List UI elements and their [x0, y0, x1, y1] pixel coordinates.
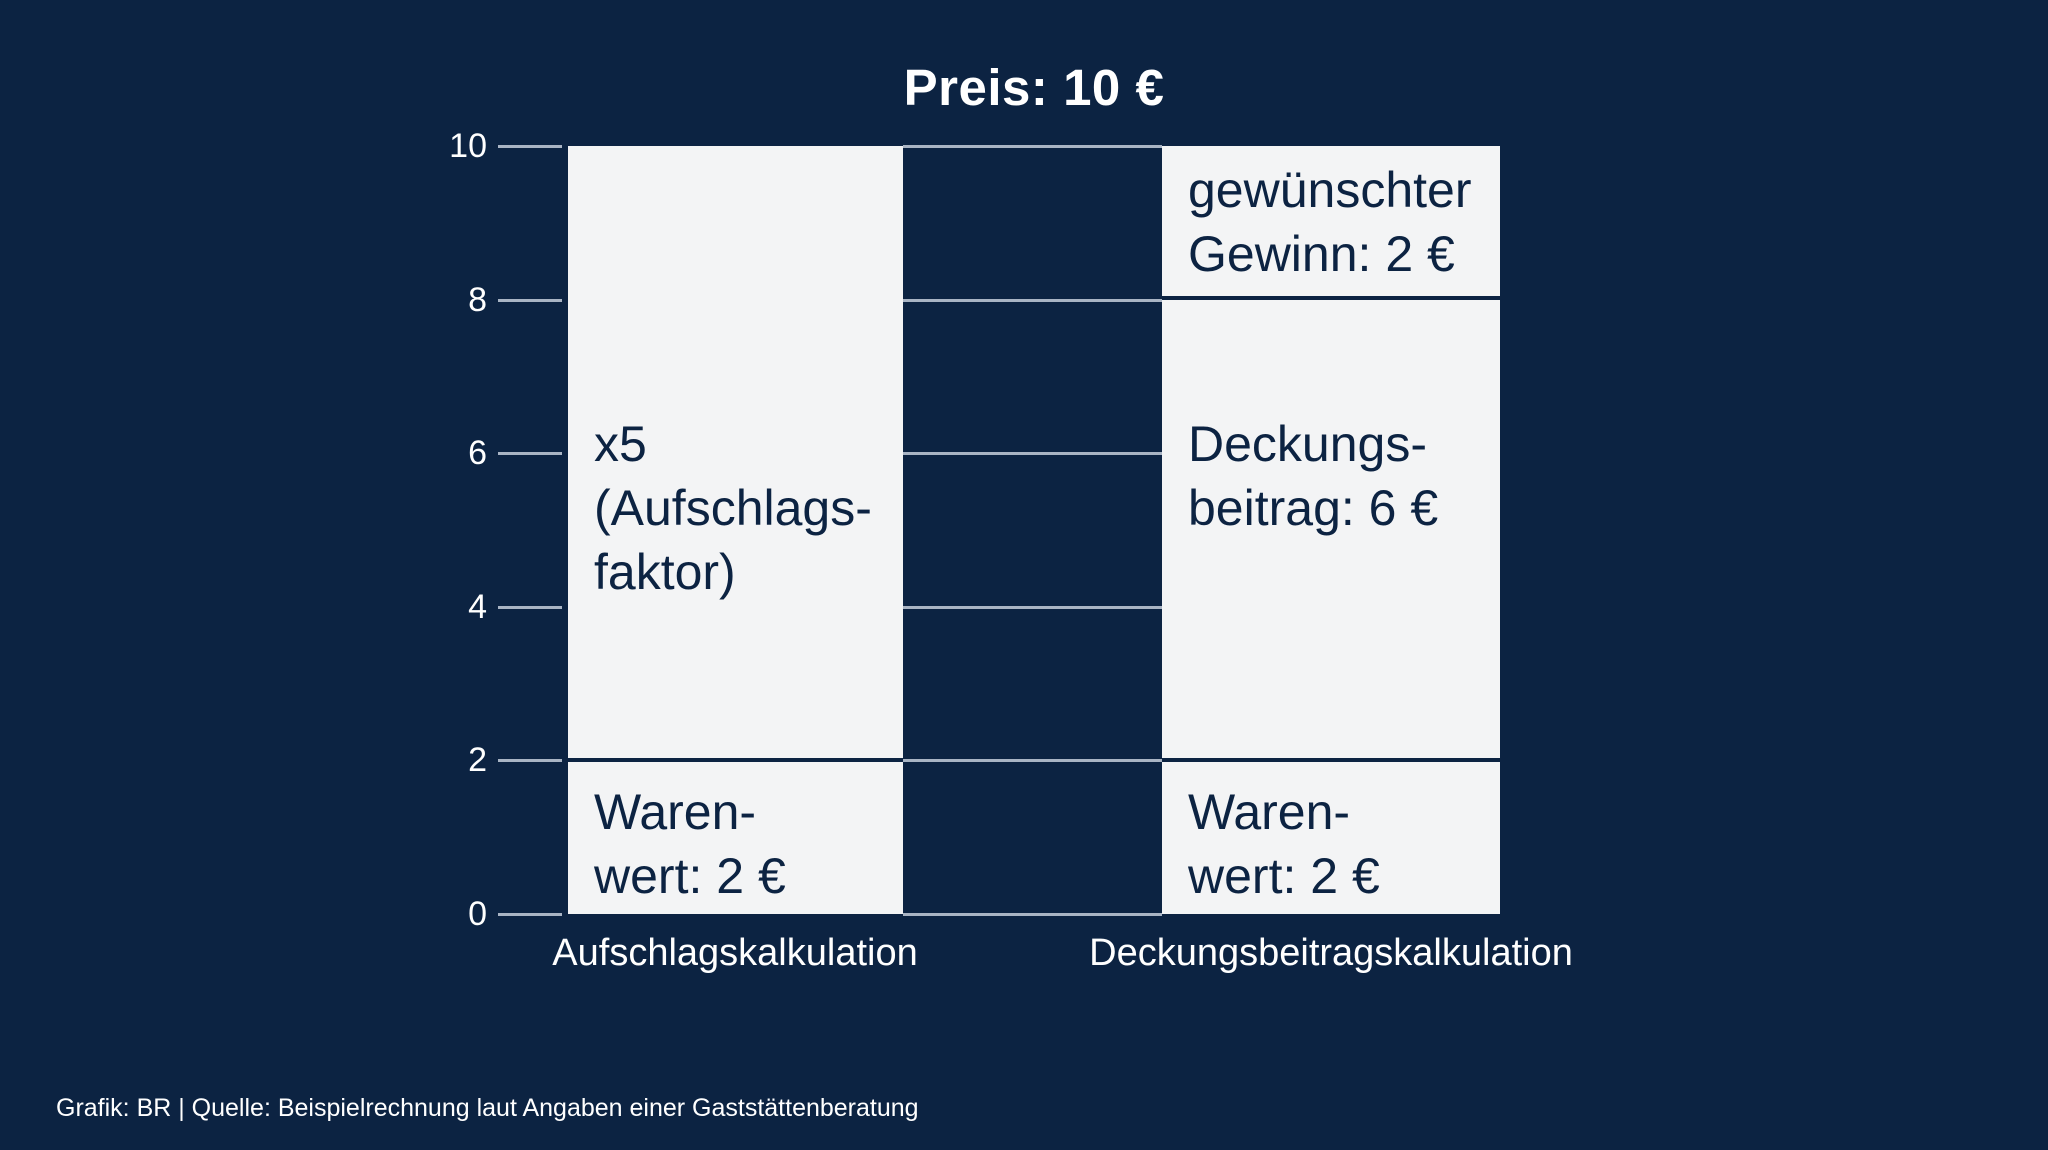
- segment-contribution-margin: Deckungs- beitrag: 6 €: [1162, 300, 1500, 758]
- bar-deckungsbeitragskalkulation: gewünschter Gewinn: 2 € Deckungs- beitra…: [1162, 146, 1500, 914]
- y-tick-label-2: 2: [468, 741, 487, 779]
- segment-text-line: faktor): [594, 544, 736, 600]
- y-tick-label-8: 8: [468, 281, 487, 319]
- y-tick-line-4: [498, 606, 562, 609]
- y-tick-line-10: [498, 145, 562, 148]
- grid-line-2: [903, 759, 1162, 762]
- segment-text-line: beitrag: 6 €: [1188, 480, 1439, 536]
- segment-markup-factor: x5 (Aufschlags- faktor): [568, 146, 903, 758]
- segment-contribution-margin-text: Deckungs- beitrag: 6 €: [1188, 412, 1494, 540]
- segment-text-line: gewünschter: [1188, 162, 1472, 218]
- segment-goods-value: Waren- wert: 2 €: [568, 762, 903, 914]
- grid-line-6: [903, 452, 1162, 455]
- grid-line-4: [903, 606, 1162, 609]
- segment-text-line: Gewinn: 2 €: [1188, 226, 1455, 282]
- source-credit: Grafik: BR | Quelle: Beispielrechnung la…: [56, 1094, 919, 1122]
- segment-desired-profit: gewünschter Gewinn: 2 €: [1162, 146, 1500, 296]
- grid-line-8: [903, 299, 1162, 302]
- segment-text-line: x5: [594, 416, 647, 472]
- y-tick-line-0: [498, 913, 562, 916]
- y-tick-label-10: 10: [449, 127, 487, 165]
- segment-separator: [1162, 296, 1500, 300]
- segment-text-line: Waren-: [1188, 784, 1351, 840]
- segment-text-line: Deckungs-: [1188, 416, 1427, 472]
- bar-aufschlagskalkulation: x5 (Aufschlags- faktor) Waren- wert: 2 €: [568, 146, 903, 914]
- y-tick-label-0: 0: [468, 895, 487, 933]
- segment-goods-value-text: Waren- wert: 2 €: [1188, 780, 1494, 908]
- y-tick-label-6: 6: [468, 434, 487, 472]
- segment-goods-value: Waren- wert: 2 €: [1162, 762, 1500, 914]
- grid-line-0: [903, 913, 1162, 916]
- segment-goods-value-text: Waren- wert: 2 €: [594, 780, 897, 908]
- segment-separator: [1162, 758, 1500, 762]
- segment-text-line: Waren-: [594, 784, 757, 840]
- y-tick-line-6: [498, 452, 562, 455]
- segment-markup-factor-text: x5 (Aufschlags- faktor): [594, 412, 897, 604]
- chart-title: Preis: 10 €: [903, 59, 1165, 116]
- y-tick-line-2: [498, 759, 562, 762]
- y-tick-line-8: [498, 299, 562, 302]
- category-label-aufschlagskalkulation: Aufschlagskalkulation: [552, 932, 918, 974]
- category-label-deckungsbeitragskalkulation: Deckungsbeitragskalkulation: [1089, 932, 1573, 974]
- segment-text-line: wert: 2 €: [594, 848, 786, 904]
- grid-line-10: [903, 145, 1162, 148]
- segment-text-line: (Aufschlags-: [594, 480, 872, 536]
- segment-separator: [568, 758, 903, 762]
- y-tick-label-4: 4: [468, 588, 487, 626]
- segment-text-line: wert: 2 €: [1188, 848, 1380, 904]
- segment-desired-profit-text: gewünschter Gewinn: 2 €: [1188, 158, 1494, 286]
